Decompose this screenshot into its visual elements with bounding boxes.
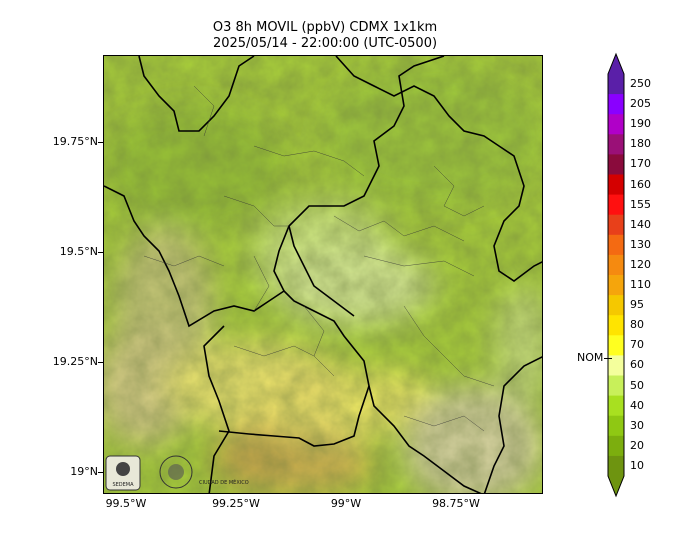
nom-label: NOM — [577, 351, 604, 364]
svg-text:CIUDAD DE MÉXICO: CIUDAD DE MÉXICO — [199, 478, 249, 486]
map-svg: SEDEMA CIUDAD DE MÉXICO — [104, 56, 542, 493]
ozone-map: SEDEMA CIUDAD DE MÉXICO — [103, 55, 543, 494]
colorbar-label: 155 — [630, 197, 651, 211]
colorbar-segment — [608, 254, 624, 276]
y-label: 19.75°N — [52, 135, 98, 148]
colorbar-bottom-extension — [608, 476, 624, 496]
municipal-boundaries — [143, 85, 495, 432]
colorbar-label: 95 — [630, 298, 644, 312]
colorbar-top-extension — [608, 54, 624, 74]
nom-tick — [604, 358, 612, 359]
colorbar-segment — [608, 335, 624, 356]
sedema-logo: SEDEMA — [105, 455, 141, 491]
colorbar-segment — [608, 194, 624, 216]
colorbar-label: 205 — [630, 97, 651, 111]
colorbar-label: 160 — [630, 177, 651, 191]
state-boundaries — [104, 56, 542, 493]
colorbar-label: 190 — [630, 117, 651, 131]
map-timestamp: 2025/05/14 - 22:00:00 (UTC-0500) — [212, 36, 438, 51]
colorbar-segment — [608, 134, 624, 155]
colorbar-label: 30 — [630, 418, 644, 432]
colorbar-label: 250 — [630, 77, 651, 91]
y-label: 19°N — [70, 465, 98, 478]
x-label: 99°W — [330, 497, 362, 510]
colorbar-label: 130 — [630, 237, 651, 251]
x-label: 99.5°W — [105, 497, 147, 510]
map-title: O3 8h MOVIL (ppbV) CDMX 1x1km — [212, 20, 438, 35]
y-tick — [98, 362, 103, 363]
colorbar-segment — [608, 395, 624, 417]
x-label: 98.75°W — [432, 497, 480, 510]
terrain-relief — [104, 56, 542, 493]
y-tick — [98, 142, 103, 143]
colorbar-segment — [608, 94, 624, 115]
colorbar-label: 20 — [630, 438, 644, 452]
cdmx-logo: CIUDAD DE MÉXICO — [159, 455, 249, 489]
y-label: 19.5°N — [59, 245, 98, 258]
colorbar-segment — [608, 435, 624, 457]
colorbar-label: 10 — [630, 458, 644, 472]
colorbar-segment — [608, 154, 624, 175]
colorbar-segment — [608, 275, 624, 296]
colorbar-segment — [608, 375, 624, 397]
colorbar-segment — [608, 174, 624, 196]
colorbar-segment — [608, 315, 624, 336]
colorbar-label: 40 — [630, 398, 644, 412]
colorbar-label: 110 — [630, 278, 651, 292]
colorbar-segment — [608, 355, 624, 376]
colorbar-label: 70 — [630, 338, 644, 352]
y-tick — [98, 252, 103, 253]
colorbar-label: 180 — [630, 137, 651, 151]
x-label: 99.25°W — [212, 497, 260, 510]
colorbar-segment — [608, 415, 624, 437]
y-tick — [98, 472, 103, 473]
colorbar-label: 60 — [630, 358, 644, 372]
colorbar-segment — [608, 455, 624, 477]
colorbar-segment — [608, 74, 624, 95]
colorbar-segment — [608, 295, 624, 316]
colorbar-label: 140 — [630, 217, 651, 231]
colorbar-segment — [608, 234, 624, 256]
colorbar-segment — [608, 114, 624, 135]
colorbar-segment — [608, 214, 624, 236]
colorbar-outline — [607, 52, 625, 498]
y-label: 19.25°N — [52, 355, 98, 368]
colorbar-label: 170 — [630, 157, 651, 171]
colorbar — [607, 52, 625, 498]
svg-text:SEDEMA: SEDEMA — [112, 482, 134, 488]
colorbar-label: 120 — [630, 257, 651, 271]
colorbar-label: 50 — [630, 378, 644, 392]
colorbar-label: 80 — [630, 318, 644, 332]
